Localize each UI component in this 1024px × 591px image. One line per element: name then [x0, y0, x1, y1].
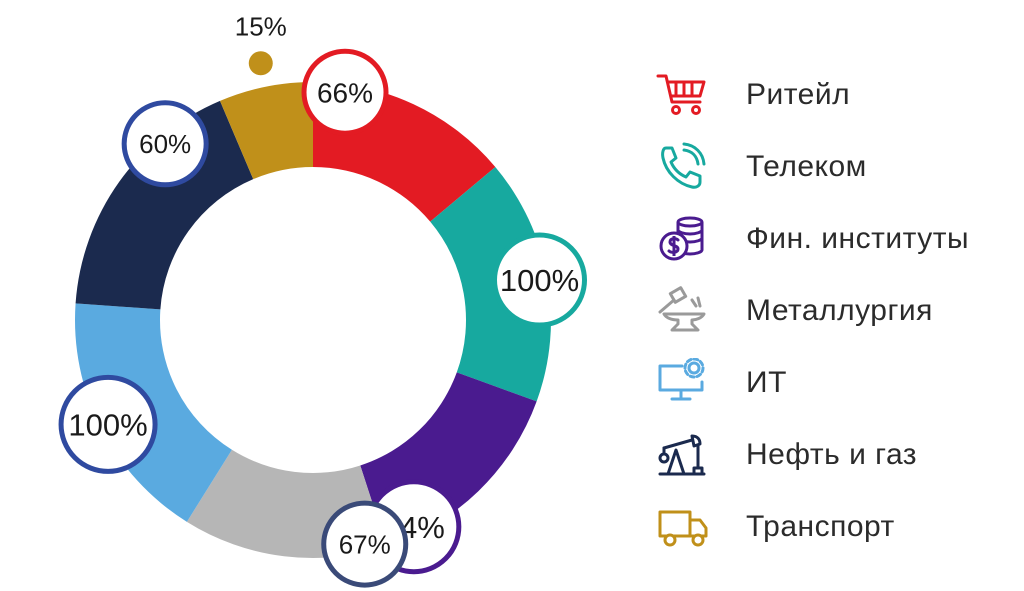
legend-label: Нефть и газ — [746, 438, 918, 471]
legend-item-transport: Транспорт — [652, 496, 1024, 556]
truck-icon — [658, 510, 708, 547]
coins-dollar-icon — [659, 216, 704, 261]
value-label-oil-gas: 60% — [139, 129, 191, 159]
legend-label: ИТ — [746, 366, 787, 399]
legend-label: Ритейл — [746, 78, 851, 111]
value-label-telecom: 100% — [500, 263, 579, 298]
legend-item-finance: Фин. институты — [652, 208, 1024, 268]
badge-it — [58, 374, 158, 474]
value-label-metallurgy: 67% — [339, 529, 391, 559]
oil-pump-icon — [658, 434, 706, 476]
anvil-hammer-icon — [658, 286, 706, 332]
phone-icon — [661, 142, 706, 189]
value-label-it: 100% — [68, 408, 147, 443]
badge-retail — [301, 48, 389, 136]
legend-item-metallurgy: Металлургия — [652, 280, 1024, 340]
segment-telecom — [430, 167, 552, 402]
value-label-retail: 66% — [317, 77, 373, 108]
shopping-cart-icon — [656, 74, 706, 115]
badge-telecom — [492, 232, 588, 328]
badge-oil-gas — [121, 100, 209, 188]
legend-label: Металлургия — [746, 294, 933, 327]
value-label-transport: 15% — [235, 11, 287, 41]
legend-label: Телеком — [746, 150, 867, 183]
monitor-gear-icon — [658, 358, 705, 401]
legend-label: Транспорт — [746, 510, 895, 543]
legend-item-oil-gas: Нефть и газ — [652, 424, 1024, 484]
segment-transport — [220, 82, 313, 180]
badge-metallurgy — [321, 500, 409, 588]
legend-item-it: ИТ — [652, 352, 1024, 412]
value-badges: 66%100%84%67%100%60%15% — [58, 11, 588, 588]
segment-oil-gas — [75, 100, 254, 310]
donut-chart: 66%100%84%67%100%60%15% — [58, 11, 588, 588]
dot-transport — [248, 51, 273, 76]
legend-item-telecom: Телеком — [652, 136, 1024, 196]
legend-item-retail: Ритейл — [652, 64, 1024, 124]
legend-label: Фин. институты — [746, 222, 970, 255]
